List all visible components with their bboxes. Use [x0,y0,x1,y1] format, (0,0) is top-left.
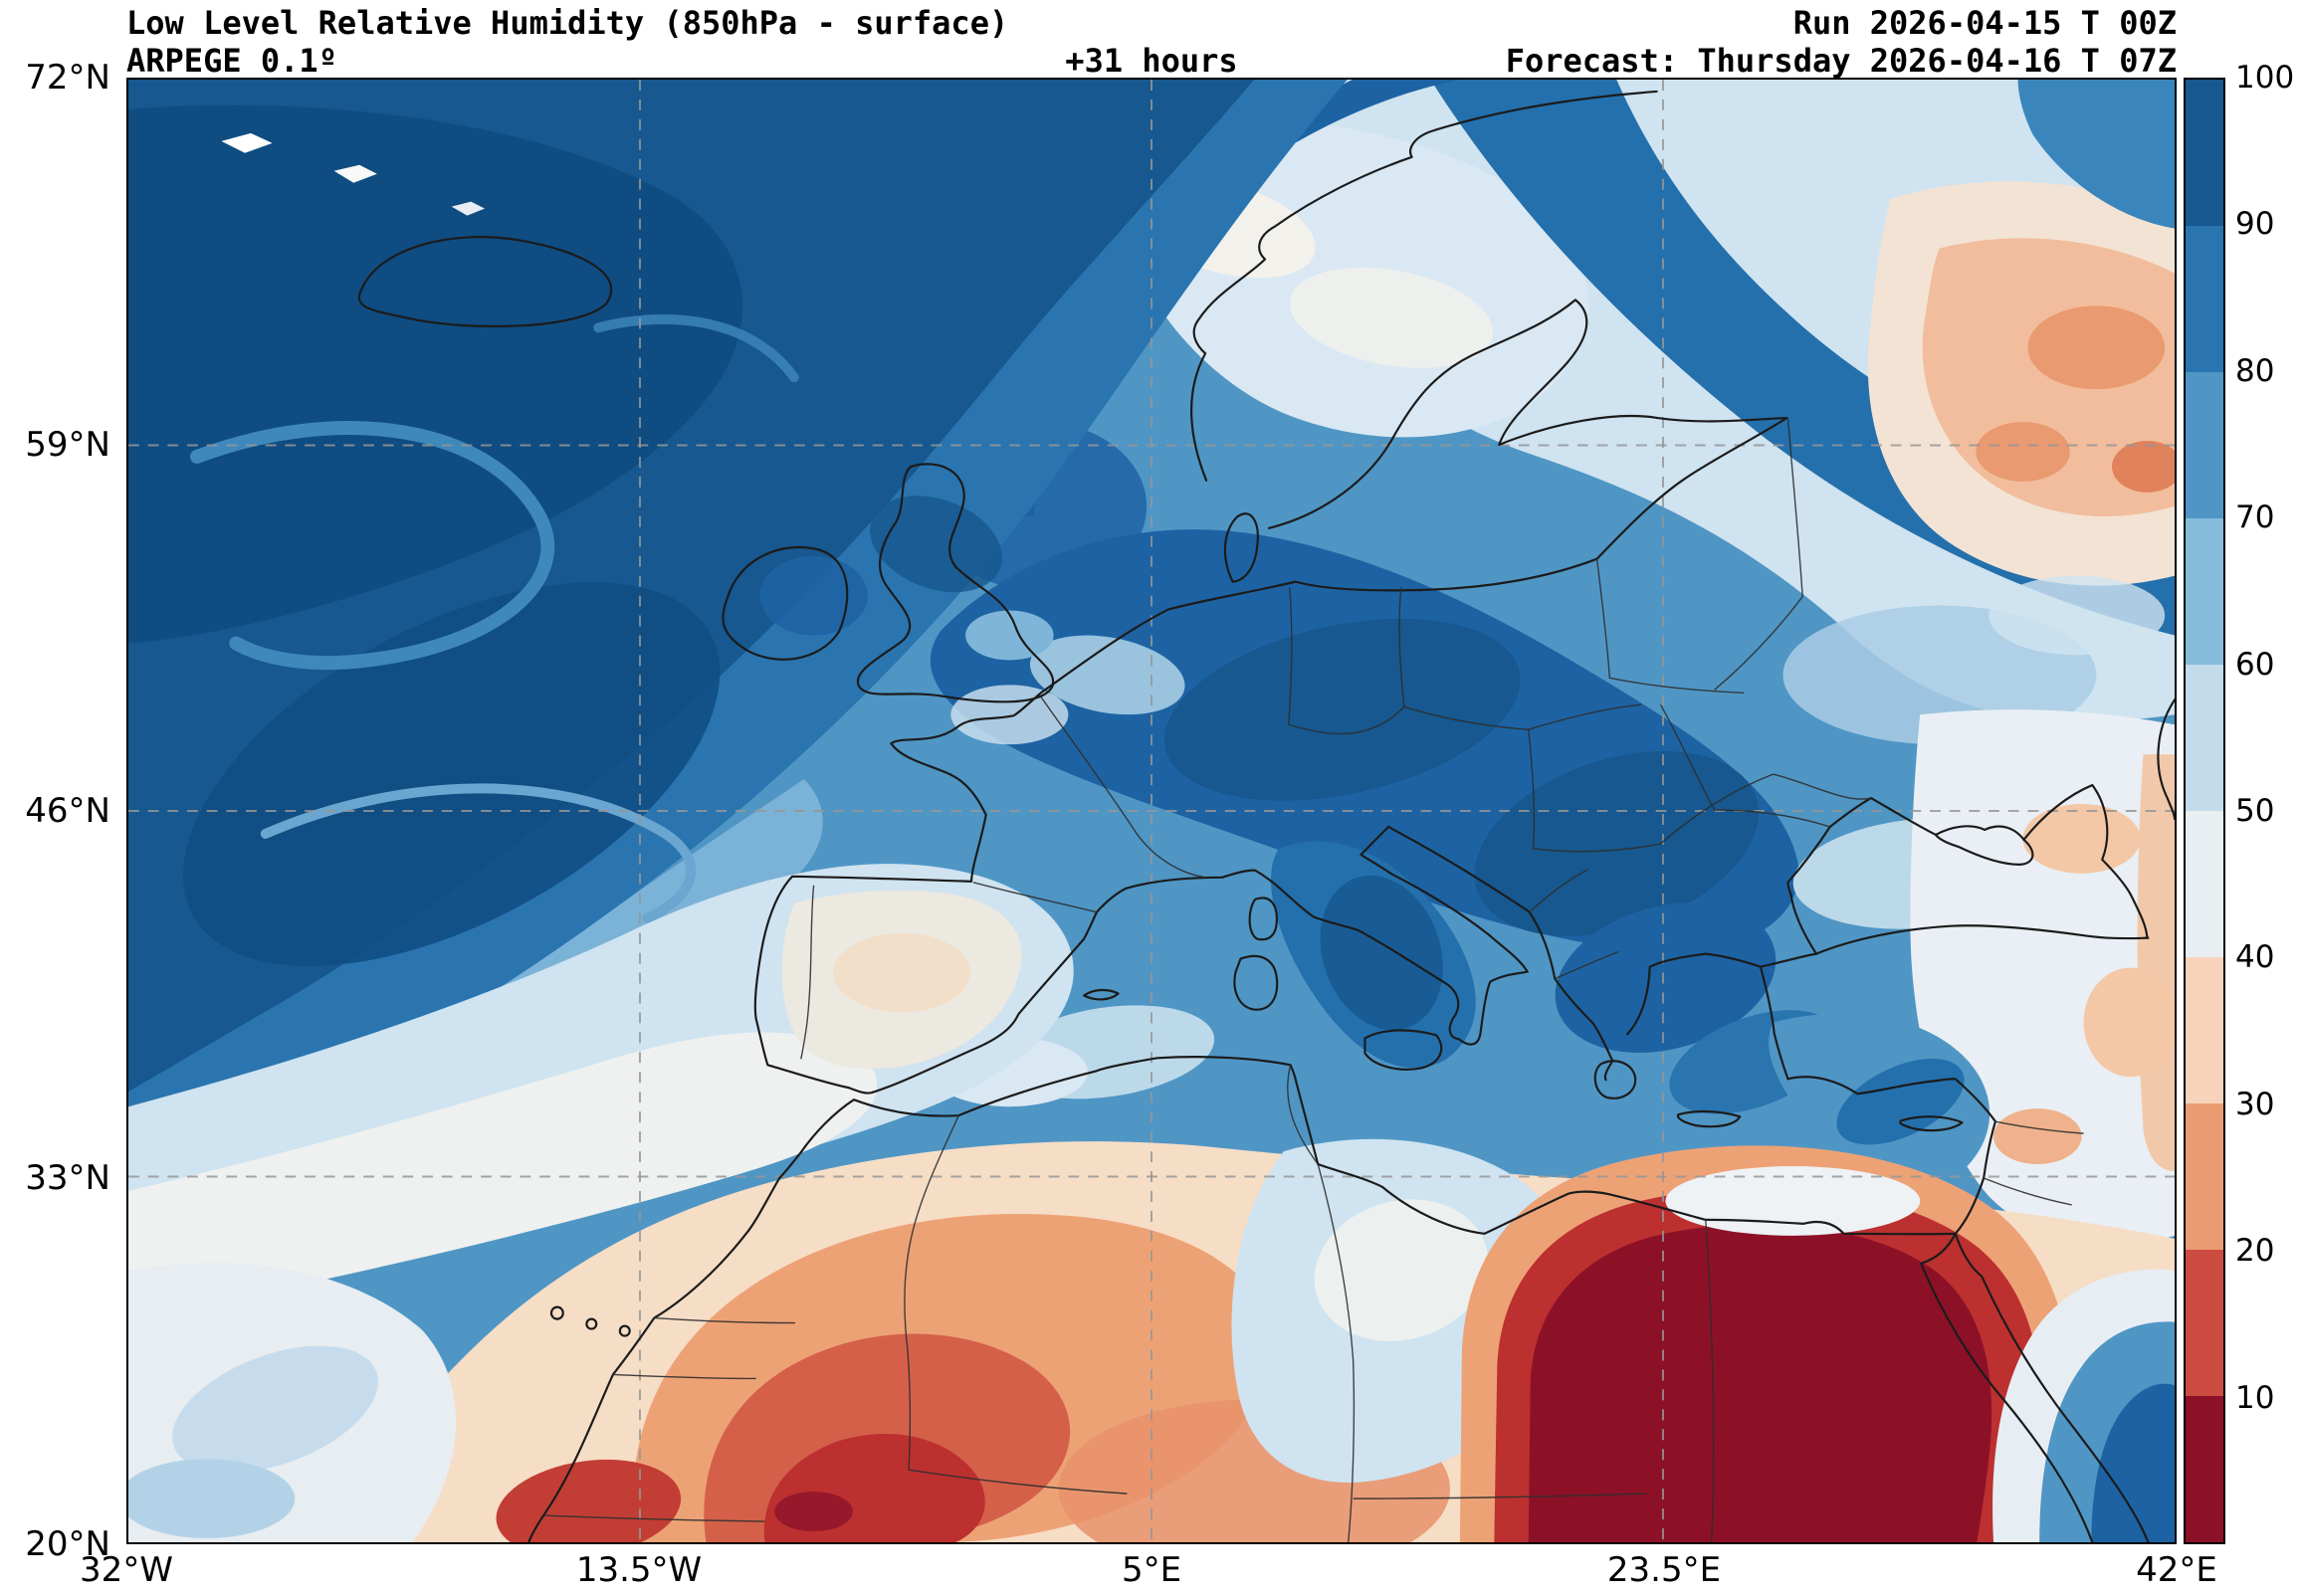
colorbar-segment-70-80 [2186,372,2223,518]
colorbar-tick-label: 50 [2235,793,2275,829]
coast-turkey-west [1759,965,1789,1081]
y-axis: 72°N 59°N 46°N 33°N 20°N [0,58,118,1564]
y-tick-label: 33°N [25,1157,110,1198]
coast-sinai-red-sea [1920,1232,2150,1542]
map-title: Low Level Relative Humidity (850hPa - su… [126,4,1009,42]
model-label: ARPEGE 0.1º [126,42,337,80]
coast-caspian [2157,698,2175,821]
coast-denmark [1223,512,1259,583]
y-tick-label: 20°N [25,1524,110,1564]
lead-time-label: +31 hours [1065,42,1238,80]
coast-sardinia [1233,954,1279,1011]
coast-canaries [549,1305,631,1337]
x-tick-label: 42°E [2136,1550,2217,1590]
x-tick-label: 32°W [80,1550,173,1590]
colorbar-segment-0-10 [2186,1396,2223,1542]
colorbar-segment-40-50 [2186,811,2223,957]
colorbar-tick-label: 80 [2235,352,2275,389]
coast-corsica [1248,897,1278,941]
coast-crimea [1934,825,2034,866]
colorbar-segment-30-40 [2186,957,2223,1103]
colorbar-tick-label: 20 [2235,1233,2275,1270]
colorbar-tick-label: 40 [2235,939,2275,976]
coast-blacksea-south [1814,924,2150,955]
colorbar-tick-label: 70 [2235,499,2275,536]
coast-italy [1220,825,1529,1046]
colorbar-segment-50-60 [2186,665,2223,811]
coast-iceland [357,236,613,328]
coast-levant [1786,1076,1997,1235]
coast-cyprus [1899,1115,1964,1132]
colorbar-segment-60-70 [2186,518,2223,665]
colorbar-axis: 100 90 80 70 60 50 40 30 20 10 [2235,60,2299,1544]
coast-crete [1676,1109,1742,1128]
coast-peloponnese [1593,1060,1637,1099]
colorbar-tick-label: 90 [2235,206,2275,243]
y-tick-label: 46°N [25,791,110,831]
colorbar-segment-90-100 [2186,80,2223,226]
coast-baltic-south [1294,416,1788,592]
colorbar-segment-20-30 [2186,1103,2223,1250]
coast-sicily [1363,1029,1443,1071]
colorbar-tick-label: 10 [2235,1379,2275,1416]
libya-egypt-extreme-dry-region [1528,1224,1992,1542]
map-plot-area [126,78,2177,1544]
forecast-label: Forecast: Thursday 2026-04-16 T 07Z [1505,42,2177,80]
coast-balearics [1083,988,1120,1001]
coast-baltic-north [1267,299,1788,529]
colorbar-tick-label: 30 [2235,1086,2275,1122]
colorbar-segment-10-20 [2186,1250,2223,1396]
coast-greece-east [1626,952,1818,1036]
coast-north-africa [527,1056,1957,1542]
country-border-layer [543,418,2084,1542]
atlantic-swirl-texture [189,313,799,923]
coast-blacksea-north [1786,796,1938,955]
x-tick-label: 13.5°W [575,1550,703,1590]
coast-northsea-france [890,580,1297,883]
y-tick-label: 59°N [25,424,110,465]
colorbar-segment-80-90 [2186,226,2223,372]
x-tick-label: 23.5°E [1606,1550,1722,1590]
coast-ireland [722,545,849,661]
coast-norway [1190,90,1658,483]
humidity-map-svg [128,80,2175,1542]
colorbar-tick-label: 60 [2235,646,2275,683]
colorbar-tick-label: 100 [2235,60,2295,96]
coast-britain [856,463,1055,703]
run-label: Run 2026-04-15 T 00Z [1792,4,2177,42]
x-tick-label: 5°E [1121,1550,1182,1590]
grid-layer [128,80,2175,1542]
header-line-1: Low Level Relative Humidity (850hPa - su… [126,4,2177,42]
y-tick-label: 72°N [25,58,110,98]
coastline-layer [357,90,2175,1542]
x-axis: 32°W 13.5°W 5°E 23.5°E 42°E [80,1550,2217,1592]
header-line-2: ARPEGE 0.1º +31 hours Forecast: Thursday… [126,42,2177,80]
colorbar [2184,78,2225,1544]
coast-azov [2022,783,2149,939]
